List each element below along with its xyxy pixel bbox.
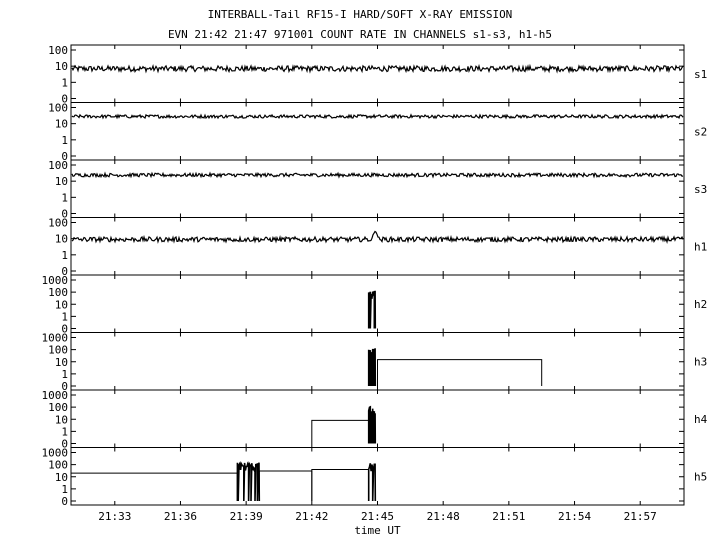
- y-tick-label: 0: [61, 495, 68, 508]
- series-step-h5: [70, 472, 238, 501]
- x-tick-label: 21:54: [558, 510, 591, 523]
- y-tick-label: 0: [61, 208, 68, 221]
- y-tick-label: 1: [61, 368, 68, 381]
- chart-title: INTERBALL-Tail RF15-I HARD/SOFT X-RAY EM…: [207, 8, 513, 21]
- y-tick-label: 1: [61, 310, 68, 323]
- series-label-h4: h4: [694, 413, 708, 426]
- y-tick-label: 100: [48, 401, 68, 414]
- y-tick-label: 100: [48, 44, 68, 57]
- panel-frame-s1: [70, 44, 685, 103]
- y-tick-label: 1: [61, 134, 68, 147]
- series-line-s2: [71, 113, 684, 120]
- y-tick-label: 0: [61, 93, 68, 106]
- y-tick-label: 10: [55, 175, 68, 188]
- series-burst-h3: [367, 348, 377, 387]
- series-label-s2: s2: [694, 125, 707, 138]
- y-tick-label: 1: [61, 483, 68, 496]
- y-tick-label: 1000: [42, 447, 69, 460]
- y-tick-label: 0: [61, 265, 68, 278]
- series-step-h5: [258, 470, 313, 501]
- y-tick-label: 10: [55, 233, 68, 246]
- series-line-h1: [71, 230, 684, 244]
- series-line-s1: [71, 63, 684, 74]
- y-tick-label: 10: [55, 298, 68, 311]
- y-tick-label: 1000: [42, 332, 69, 345]
- series-line-s3: [71, 171, 684, 179]
- series-label-h5: h5: [694, 470, 707, 483]
- x-tick-label: 21:39: [230, 510, 263, 523]
- series-burst-h5: [236, 461, 261, 502]
- y-tick-label: 10: [55, 356, 68, 369]
- x-tick-label: 21:51: [492, 510, 525, 523]
- series-burst-h5: [367, 463, 377, 502]
- series-step-h4: [311, 419, 370, 444]
- y-tick-label: 1000: [42, 274, 69, 287]
- y-tick-label: 0: [61, 323, 68, 336]
- panel-frame-s2: [70, 102, 685, 161]
- y-tick-label: 100: [48, 102, 68, 115]
- chart-subtitle: EVN 21:42 21:47 971001 COUNT RATE IN CHA…: [167, 28, 553, 41]
- series-label-h1: h1: [694, 240, 707, 253]
- panel-frame-h4: [70, 389, 685, 448]
- y-tick-label: 100: [48, 159, 68, 172]
- y-tick-label: 0: [61, 380, 68, 393]
- panel-frame-h5: [70, 447, 685, 506]
- y-tick-label: 1: [61, 249, 68, 262]
- y-tick-label: 0: [61, 438, 68, 451]
- series-burst-h4: [367, 405, 377, 444]
- y-tick-label: 100: [48, 286, 68, 299]
- y-tick-label: 1: [61, 76, 68, 89]
- x-tick-label: 21:33: [98, 510, 131, 523]
- y-tick-label: 100: [48, 459, 68, 472]
- x-axis-label: time UT: [354, 524, 401, 537]
- x-tick-label: 21:36: [164, 510, 197, 523]
- series-label-h2: h2: [694, 298, 707, 311]
- series-burst-h2: [367, 290, 377, 329]
- series-step-h5: [311, 468, 370, 501]
- y-tick-label: 10: [55, 413, 68, 426]
- panel-frame-h1: [70, 217, 685, 276]
- panel-frame-s3: [70, 159, 685, 218]
- series-label-s3: s3: [694, 183, 707, 196]
- y-tick-label: 10: [55, 471, 68, 484]
- y-tick-label: 100: [48, 217, 68, 230]
- series-label-h3: h3: [694, 355, 707, 368]
- y-tick-label: 1000: [42, 389, 69, 402]
- y-tick-label: 1: [61, 425, 68, 438]
- x-tick-label: 21:42: [295, 510, 328, 523]
- y-tick-label: 1: [61, 191, 68, 204]
- y-tick-label: 10: [55, 118, 68, 131]
- x-tick-label: 21:48: [427, 510, 460, 523]
- panel-frame-h2: [70, 274, 685, 333]
- y-tick-label: 100: [48, 344, 68, 357]
- y-tick-label: 10: [55, 60, 68, 73]
- x-tick-label: 21:45: [361, 510, 394, 523]
- y-tick-label: 0: [61, 150, 68, 163]
- series-step-h3: [377, 359, 543, 386]
- x-tick-label: 21:57: [624, 510, 657, 523]
- series-label-s1: s1: [694, 68, 707, 81]
